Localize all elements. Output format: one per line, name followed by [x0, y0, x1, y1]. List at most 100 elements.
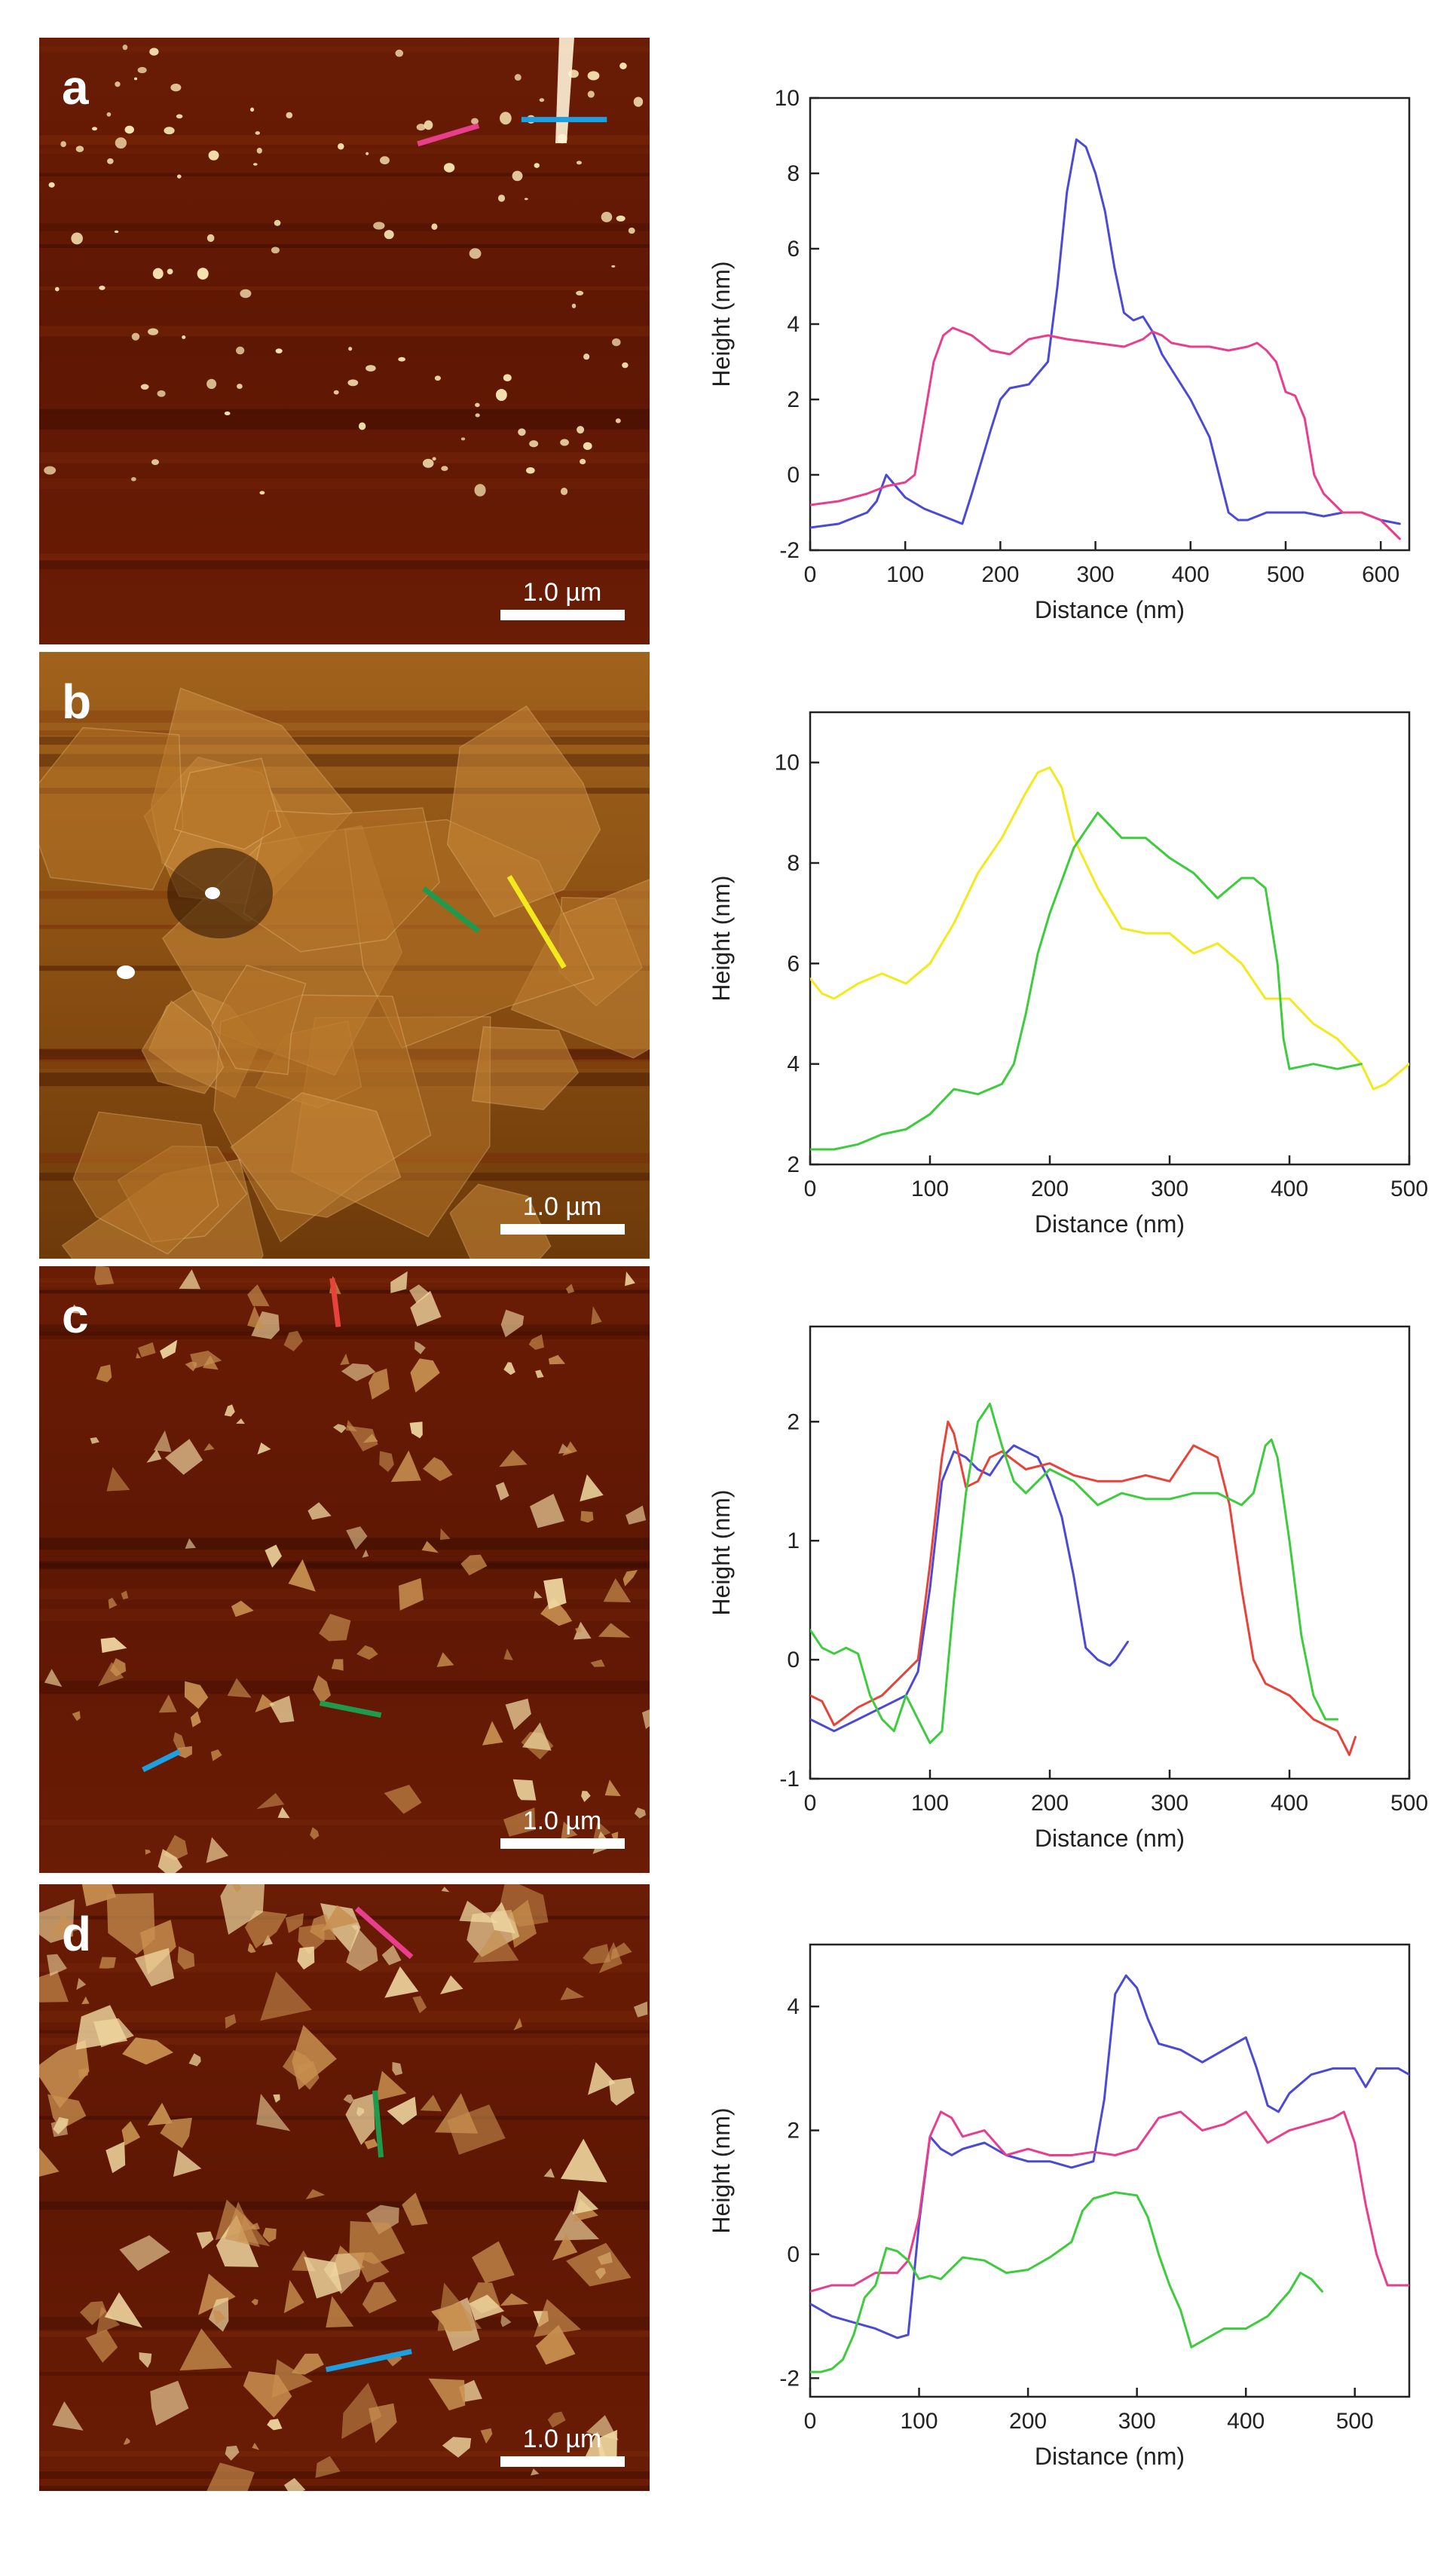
series-line-1 — [810, 766, 1409, 1091]
afm-image-b: b 1.0 µm — [39, 652, 650, 1259]
scale-bar-label: 1.0 µm — [523, 1807, 602, 1835]
height-profile-chart-d: 0 100 200 300 400 500 -2 0 2 4 Distance (nm) Height… — [663, 1884, 1456, 2502]
y-tick-label: 2 — [787, 387, 800, 412]
panel-letter: a — [62, 60, 89, 115]
panel-a: a 1.0 µm 0 100 200 300 400 500 600 -2 0 2 4 6 8 10 Dist… — [0, 38, 1456, 656]
x-axis-label: Distance (nm) — [1035, 596, 1185, 623]
y-tick-label: 4 — [787, 1994, 800, 2019]
x-tick-label: 400 — [1271, 1791, 1308, 1816]
y-tick-label: 8 — [787, 161, 800, 186]
x-tick-label: 500 — [1336, 2409, 1374, 2434]
series-line-1 — [810, 138, 1401, 529]
y-axis-label: Height (nm) — [708, 1489, 735, 1615]
y-tick-label: 0 — [787, 463, 800, 488]
afm-background — [39, 1884, 650, 2491]
y-tick-label: 2 — [787, 2119, 800, 2144]
y-tick-label: -2 — [779, 538, 800, 563]
profile-marker-line-1 — [329, 1278, 341, 1327]
scale-bar-label: 1.0 µm — [523, 2425, 602, 2453]
x-tick-label: 400 — [1172, 562, 1210, 587]
profile-marker-line-3 — [142, 1749, 181, 1773]
x-axis-label: Distance (nm) — [1035, 1825, 1185, 1852]
plot-frame — [809, 711, 1411, 1166]
x-tick-label: 0 — [804, 562, 817, 587]
x-tick-label: 200 — [1031, 1177, 1069, 1201]
series-line-3 — [810, 2191, 1323, 2373]
panel-letter: b — [62, 675, 91, 729]
chart-svg: 0 100 200 300 400 500 2 4 6 8 10 Distance (nm) Heigh… — [708, 711, 1428, 1238]
x-tick-label: 0 — [804, 1177, 817, 1201]
scale-bar-label: 1.0 µm — [523, 1192, 602, 1221]
scale-bar — [500, 2456, 625, 2467]
y-tick-label: 1 — [787, 1528, 800, 1553]
y-tick-label: 4 — [787, 312, 800, 337]
profile-marker-line-2 — [372, 2090, 384, 2158]
series-line-1 — [810, 1444, 1129, 1733]
y-tick-label: 10 — [775, 86, 800, 111]
x-tick-label: 100 — [911, 1791, 949, 1816]
y-tick-label: 0 — [787, 2242, 800, 2267]
x-tick-label: 200 — [1031, 1791, 1069, 1816]
scale-bar — [500, 610, 625, 620]
profile-marker-line-2 — [506, 875, 567, 969]
y-tick-label: -1 — [779, 1767, 800, 1792]
afm-surface-texture — [39, 38, 650, 570]
x-tick-label: 0 — [804, 2409, 817, 2434]
afm-image-svg: d 1.0 µm — [39, 1884, 650, 2491]
afm-surface-texture — [39, 687, 650, 1259]
x-axis-label: Distance (nm) — [1035, 1210, 1185, 1238]
x-tick-label: 500 — [1390, 1791, 1428, 1816]
y-tick-label: -2 — [779, 2366, 800, 2391]
y-tick-label: 6 — [787, 237, 800, 262]
x-axis-label: Distance (nm) — [1035, 2443, 1185, 2470]
x-tick-label: 500 — [1390, 1177, 1428, 1201]
height-profile-chart-c: 0 100 200 300 400 500 -1 0 1 2 Distance (nm) Height… — [663, 1266, 1456, 1884]
afm-surface-texture — [39, 1266, 650, 1873]
series-line-2 — [810, 811, 1363, 1151]
panel-letter: d — [62, 1907, 91, 1961]
y-tick-label: 8 — [787, 851, 800, 876]
profile-marker-line-2 — [319, 1700, 382, 1718]
plot-frame — [809, 96, 1411, 552]
y-tick-label: 4 — [787, 1052, 800, 1077]
plot-frame — [809, 1943, 1411, 2398]
x-tick-label: 400 — [1271, 1177, 1308, 1201]
afm-background — [39, 1266, 650, 1873]
panel-b: b 1.0 µm 0 100 200 300 400 500 2 4 6 8 10 Distance (… — [0, 652, 1456, 1270]
y-axis-label: Height (nm) — [708, 261, 735, 387]
afm-image-a: a 1.0 µm — [39, 38, 650, 644]
afm-image-c: c 1.0 µm — [39, 1266, 650, 1873]
afm-image-svg: c 1.0 µm — [39, 1266, 650, 1873]
x-tick-label: 400 — [1227, 2409, 1265, 2434]
x-tick-label: 300 — [1118, 2409, 1156, 2434]
afm-surface-texture — [39, 1884, 650, 2491]
panel-letter: c — [62, 1289, 89, 1343]
x-tick-label: 300 — [1077, 562, 1115, 587]
scale-bar-label: 1.0 µm — [523, 578, 602, 607]
height-profile-chart-b: 0 100 200 300 400 500 2 4 6 8 10 Distance (nm) Heigh… — [663, 652, 1456, 1270]
height-profile-chart-a: 0 100 200 300 400 500 600 -2 0 2 4 6 8 10 Distance (nm… — [663, 38, 1456, 656]
x-tick-label: 200 — [1009, 2409, 1047, 2434]
panel-d: d 1.0 µm 0 100 200 300 400 500 -2 0 2 4 Distance (n… — [0, 1884, 1456, 2502]
series-line-3 — [810, 1403, 1339, 1745]
afm-image-svg: a 1.0 µm — [39, 38, 650, 644]
afm-image-d: d 1.0 µm — [39, 1884, 650, 2491]
series-line-2 — [810, 2110, 1409, 2293]
series-line-2 — [810, 326, 1401, 540]
x-tick-label: 100 — [911, 1177, 949, 1201]
x-tick-label: 600 — [1362, 562, 1399, 587]
profile-marker-line-1 — [422, 886, 481, 934]
panel-c: c 1.0 µm 0 100 200 300 400 500 -1 0 1 2 Distance (n… — [0, 1266, 1456, 1884]
profile-marker-line-1 — [354, 1906, 414, 1960]
x-tick-label: 100 — [901, 2409, 938, 2434]
scale-bar — [500, 1224, 625, 1235]
y-tick-label: 2 — [787, 1409, 800, 1434]
x-tick-label: 100 — [886, 562, 924, 587]
y-tick-label: 0 — [787, 1648, 800, 1672]
x-tick-label: 200 — [981, 562, 1019, 587]
y-tick-label: 6 — [787, 951, 800, 976]
x-tick-label: 300 — [1151, 1791, 1188, 1816]
x-tick-label: 0 — [804, 1791, 817, 1816]
